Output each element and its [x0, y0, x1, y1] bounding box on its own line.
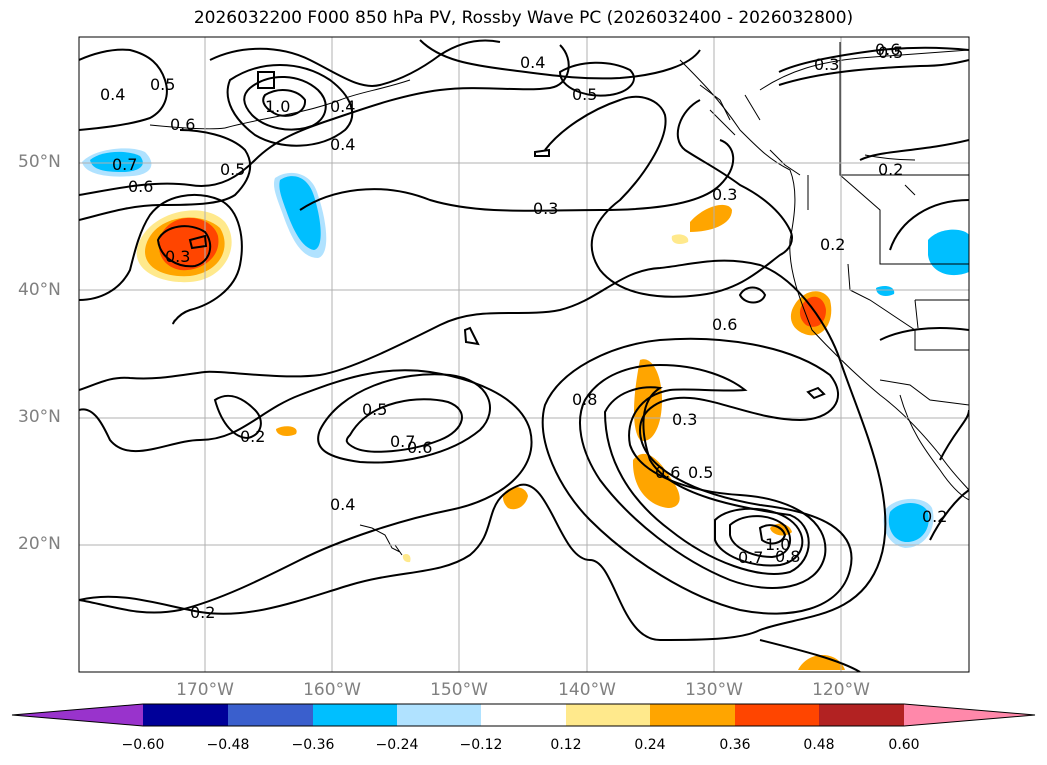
contour-label: 0.4 [330, 135, 355, 154]
colorbar-tick-label: −0.60 [121, 737, 165, 753]
map-panel: 0.4 0.5 0.6 1.0 0.4 0.4 0.5 0.4 0.5 0.6 … [79, 37, 969, 672]
lon-label: 130°W [685, 680, 743, 700]
colorbar-tick-label: 0.12 [550, 737, 582, 753]
colorbar-tick-label: −0.12 [459, 737, 503, 753]
colorbar-swatch [397, 704, 481, 726]
contour-label: 0.8 [572, 390, 597, 409]
negative-anomaly [888, 503, 929, 543]
contour-label: 0.3 [165, 247, 190, 266]
negative-anomaly [90, 151, 143, 172]
contour-label: 0.6 [875, 40, 900, 59]
positive-anomaly [671, 234, 689, 244]
lon-label: 140°W [558, 680, 616, 700]
contour-label: 0.4 [100, 85, 125, 104]
contour-label: 0.5 [220, 160, 245, 179]
positive-anomaly [503, 487, 528, 510]
colorbar-swatch [313, 704, 397, 726]
lat-label: 50°N [18, 152, 61, 172]
colorbar-swatch [228, 704, 313, 726]
contour-label: 0.5 [362, 400, 387, 419]
colorbar-swatch [650, 704, 735, 726]
lon-label: 150°W [430, 680, 488, 700]
contour-label: 0.7 [390, 432, 415, 451]
colorbar-swatch [904, 704, 1035, 726]
contour-label: 0.6 [407, 438, 432, 457]
map-frame [78, 36, 970, 673]
lon-label: 120°W [812, 680, 870, 700]
positive-anomaly [276, 426, 297, 437]
contour-label: 0.6 [128, 177, 153, 196]
contour-label: 0.4 [520, 53, 545, 72]
contour-label: 0.5 [150, 75, 175, 94]
positive-anomaly [798, 655, 845, 670]
colorbar-swatch [481, 704, 566, 726]
contour-label: 0.6 [170, 115, 195, 134]
negative-anomaly [876, 286, 895, 296]
contour-label: 0.5 [878, 43, 903, 62]
colorbar-tick-label: −0.36 [291, 737, 335, 753]
contour-label: 1.0 [765, 535, 790, 554]
colorbar-swatch [12, 704, 143, 726]
lon-label: 170°W [176, 680, 234, 700]
contour-label: 0.7 [112, 155, 137, 174]
colorbar-swatch [735, 704, 819, 726]
positive-anomaly [402, 553, 411, 563]
contour-label: 0.2 [878, 160, 903, 179]
colorbar-tick-label: 0.24 [634, 737, 666, 753]
contour-label: 0.6 [712, 315, 737, 334]
colorbar [11, 703, 1036, 727]
contour-label: 0.4 [330, 495, 355, 514]
lat-label: 20°N [18, 534, 61, 554]
positive-anomaly [690, 204, 732, 232]
contour-label: 0.5 [688, 463, 713, 482]
colorbar-tick-label: 0.60 [888, 737, 920, 753]
colorbar-swatch [566, 704, 650, 726]
colorbar-tick-label: 0.48 [803, 737, 835, 753]
contour-label: 0.5 [572, 85, 597, 104]
coastline-layer [149, 42, 969, 556]
contour-label: 0.6 [655, 463, 680, 482]
contour-label: 0.2 [240, 427, 265, 446]
contour-label: 0.4 [330, 97, 355, 116]
lon-label: 160°W [303, 680, 361, 700]
lat-label: 30°N [18, 407, 61, 427]
contour-label: 1.0 [265, 97, 290, 116]
contour-label: 0.8 [775, 547, 800, 566]
contour-label: 0.2 [820, 235, 845, 254]
colorbar-swatch [143, 704, 228, 726]
contour-labels: 0.4 0.5 0.6 1.0 0.4 0.4 0.5 0.4 0.5 0.6 … [100, 40, 947, 622]
contour-label: 0.2 [922, 507, 947, 526]
map-title: 2026032200 F000 850 hPa PV, Rossby Wave … [193, 8, 854, 28]
negative-anomaly [279, 176, 321, 250]
positive-anomaly [632, 453, 680, 508]
contour-label: 0.3 [814, 55, 839, 74]
colorbar-tick-label: −0.48 [206, 737, 250, 753]
pv-contours [79, 39, 969, 672]
colorbar-tick-label: −0.24 [375, 737, 419, 753]
contour-label: 0.2 [190, 603, 215, 622]
contour-label: 0.3 [672, 410, 697, 429]
colorbar-tick-label: 0.36 [719, 737, 751, 753]
contour-label: 0.3 [533, 199, 558, 218]
colorbar-swatch [819, 704, 904, 726]
contour-label: 0.3 [712, 185, 737, 204]
contour-label: 0.7 [738, 548, 763, 567]
lat-label: 40°N [18, 280, 61, 300]
